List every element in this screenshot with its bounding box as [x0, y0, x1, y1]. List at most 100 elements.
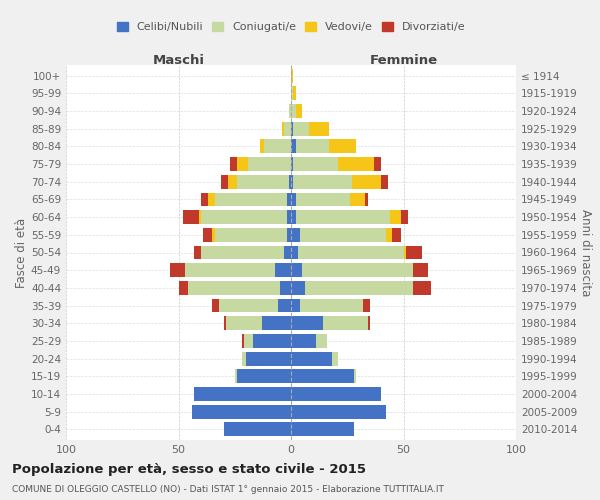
Bar — [323, 316, 367, 330]
Bar — [194, 246, 201, 260]
Bar — [291, 68, 293, 82]
Bar — [300, 298, 363, 312]
Y-axis label: Anni di nascita: Anni di nascita — [578, 209, 592, 296]
Bar — [291, 86, 293, 100]
Bar — [208, 192, 215, 206]
Bar — [212, 298, 219, 312]
Bar — [291, 334, 316, 348]
Legend: Celibi/Nubili, Coniugati/e, Vedovi/e, Divorziati/e: Celibi/Nubili, Coniugati/e, Vedovi/e, Di… — [116, 22, 466, 32]
Bar — [298, 246, 404, 260]
Bar — [241, 334, 244, 348]
Bar — [237, 175, 289, 188]
Bar — [291, 264, 302, 277]
Bar — [367, 316, 370, 330]
Bar — [300, 228, 386, 241]
Bar — [280, 281, 291, 295]
Bar — [381, 175, 388, 188]
Bar — [291, 405, 386, 418]
Bar — [404, 246, 406, 260]
Bar — [316, 334, 327, 348]
Bar — [291, 246, 298, 260]
Bar — [228, 175, 237, 188]
Bar — [293, 86, 296, 100]
Bar — [291, 316, 323, 330]
Bar — [201, 210, 287, 224]
Bar — [338, 157, 374, 171]
Bar — [293, 175, 352, 188]
Bar — [237, 157, 248, 171]
Bar — [185, 264, 275, 277]
Bar — [215, 192, 287, 206]
Bar — [187, 281, 280, 295]
Bar — [363, 298, 370, 312]
Bar — [235, 370, 237, 383]
Bar — [237, 370, 291, 383]
Bar — [296, 104, 302, 118]
Bar — [392, 228, 401, 241]
Bar — [365, 192, 367, 206]
Bar — [302, 264, 413, 277]
Bar — [329, 140, 356, 153]
Bar — [413, 281, 431, 295]
Bar — [309, 122, 329, 136]
Bar — [354, 370, 356, 383]
Bar — [277, 298, 291, 312]
Bar — [284, 122, 291, 136]
Bar — [201, 246, 284, 260]
Bar — [264, 140, 291, 153]
Text: Femmine: Femmine — [370, 54, 437, 67]
Bar — [291, 422, 354, 436]
Bar — [248, 157, 291, 171]
Bar — [296, 210, 390, 224]
Bar — [331, 352, 338, 366]
Bar — [390, 210, 401, 224]
Bar — [374, 157, 381, 171]
Bar — [275, 264, 291, 277]
Text: COMUNE DI OLEGGIO CASTELLO (NO) - Dati ISTAT 1° gennaio 2015 - Elaborazione TUTT: COMUNE DI OLEGGIO CASTELLO (NO) - Dati I… — [12, 485, 444, 494]
Bar — [305, 281, 413, 295]
Bar — [291, 122, 293, 136]
Bar — [221, 175, 228, 188]
Bar — [262, 316, 291, 330]
Bar — [282, 122, 284, 136]
Bar — [284, 246, 291, 260]
Bar — [170, 264, 185, 277]
Bar — [291, 281, 305, 295]
Bar — [230, 157, 237, 171]
Bar — [386, 228, 392, 241]
Bar — [291, 228, 300, 241]
Bar — [260, 140, 264, 153]
Bar — [203, 228, 212, 241]
Bar — [291, 192, 296, 206]
Bar — [287, 210, 291, 224]
Bar — [293, 157, 338, 171]
Text: Popolazione per età, sesso e stato civile - 2015: Popolazione per età, sesso e stato civil… — [12, 462, 366, 475]
Bar — [289, 175, 291, 188]
Bar — [244, 334, 253, 348]
Bar — [293, 122, 309, 136]
Bar — [291, 370, 354, 383]
Bar — [291, 175, 293, 188]
Bar — [296, 140, 329, 153]
Bar — [291, 157, 293, 171]
Text: Maschi: Maschi — [152, 54, 205, 67]
Bar — [413, 264, 428, 277]
Bar — [291, 387, 381, 401]
Bar — [223, 316, 226, 330]
Bar — [179, 281, 187, 295]
Bar — [287, 192, 291, 206]
Bar — [291, 298, 300, 312]
Bar — [291, 352, 331, 366]
Bar — [194, 387, 291, 401]
Bar — [253, 334, 291, 348]
Y-axis label: Fasce di età: Fasce di età — [15, 218, 28, 288]
Bar — [401, 210, 408, 224]
Bar — [246, 352, 291, 366]
Bar — [199, 210, 201, 224]
Bar — [352, 175, 381, 188]
Bar — [406, 246, 421, 260]
Bar — [183, 210, 199, 224]
Bar — [226, 316, 262, 330]
Bar — [241, 352, 246, 366]
Bar — [291, 104, 296, 118]
